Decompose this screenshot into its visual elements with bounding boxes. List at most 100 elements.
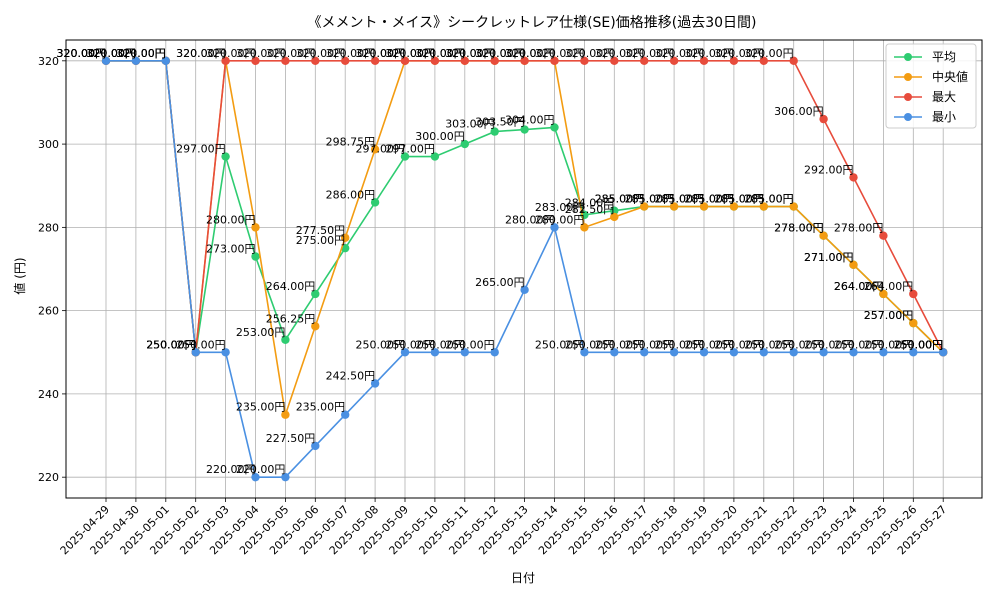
data-point [370,145,380,154]
data-label: 298.75円 [326,135,376,148]
data-label: 250.00円 [804,338,854,351]
data-point [370,198,380,207]
data-point [520,285,529,295]
data-label: 320.00円 [86,47,136,60]
data-label: 256.25円 [266,312,316,325]
data-label: 304.00円 [505,113,555,126]
legend-box [885,43,977,129]
data-label: 264.00円 [864,280,914,293]
data-label: 297.00円 [356,143,406,156]
data-label: 285.00円 [595,193,645,206]
data-point [400,348,410,357]
data-label: 264.00円 [834,280,884,293]
data-point [849,348,858,357]
data-point [550,56,559,66]
grid-lines [66,40,982,498]
data-label: 285.00円 [625,193,675,206]
y-tick-label: 240 [38,388,59,401]
data-point [520,125,529,134]
y-tick-label: 320 [38,55,59,68]
data-point [311,441,320,451]
data-label: 320.00円 [684,47,734,60]
data-label: 250.00円 [146,338,196,351]
data-point [221,348,230,357]
data-label: 250.00円 [445,338,495,351]
data-point [640,56,649,66]
data-label: 285.00円 [625,193,675,206]
data-labels: 320.00円320.00円320.00円250.00円297.00円273.0… [57,47,944,476]
data-label: 320.00円 [505,47,555,60]
data-point [580,348,589,357]
data-label: 320.00円 [116,47,166,60]
data-point [161,56,170,66]
data-point [341,410,350,419]
data-point [610,348,619,357]
data-point [640,348,649,357]
data-label: 265.00円 [475,276,525,289]
data-label: 320.00円 [266,47,316,60]
y-tick-label: 220 [38,471,59,484]
data-point [131,56,141,66]
data-label: 250.00円 [655,338,705,351]
data-point [191,348,200,357]
data-point [430,152,440,161]
data-point [909,318,918,328]
data-label: 280.00円 [535,213,585,226]
data-point [640,202,649,211]
data-label: 273.00円 [206,243,256,256]
data-label: 320.00円 [714,47,764,60]
data-point [221,152,230,161]
data-point [879,348,888,357]
data-label: 320.00円 [356,47,406,60]
data-point [281,335,290,344]
data-point [370,56,380,66]
y-tick-label: 280 [38,221,59,234]
data-label: 271.00円 [804,251,854,264]
data-label: 320.00円 [625,47,675,60]
data-label: 285.00円 [714,193,764,206]
data-label: 320.00円 [655,47,705,60]
data-label: 242.50円 [326,370,376,383]
data-point [251,223,260,232]
data-point [729,56,739,66]
data-point [759,56,768,66]
chart-title: 《メメント・メイス》シークレットレア仕様(SE)価格推移(過去30日間) [308,15,757,31]
data-label: 320.00円 [475,47,525,60]
data-label: 286.00円 [326,188,376,201]
data-label: 280.00円 [206,213,256,226]
legend-marker [904,53,912,61]
data-label: 320.00円 [415,47,465,60]
data-label: 320.00円 [206,47,256,60]
data-point [281,56,290,66]
data-label: 271.00円 [804,251,854,264]
data-point [490,348,499,357]
data-point [909,348,918,357]
data-label: 320.00円 [57,47,107,60]
data-label: 250.00円 [535,338,585,351]
data-point [669,348,679,357]
data-label: 250.00円 [176,338,226,351]
data-point [789,348,798,357]
data-label: 320.00円 [57,47,107,60]
data-label: 250.00円 [356,338,406,351]
data-label: 285.00円 [684,193,734,206]
data-label: 250.00円 [864,338,914,351]
data-label: 320.00円 [176,47,226,60]
data-label: 320.00円 [57,47,107,60]
data-label: 253.00円 [236,326,286,339]
data-label: 250.00円 [595,338,645,351]
legend-marker [904,73,912,81]
data-label: 250.00円 [834,338,884,351]
data-label: 320.00円 [236,47,286,60]
data-point [729,202,739,211]
data-point [789,202,798,211]
data-label: 320.00円 [326,47,376,60]
data-label: 250.00円 [415,338,465,351]
data-point [699,56,709,66]
data-label: 250.00円 [146,338,196,351]
data-label: 320.00円 [57,47,107,60]
data-label: 320.00円 [475,47,525,60]
data-label: 285.00円 [655,193,705,206]
